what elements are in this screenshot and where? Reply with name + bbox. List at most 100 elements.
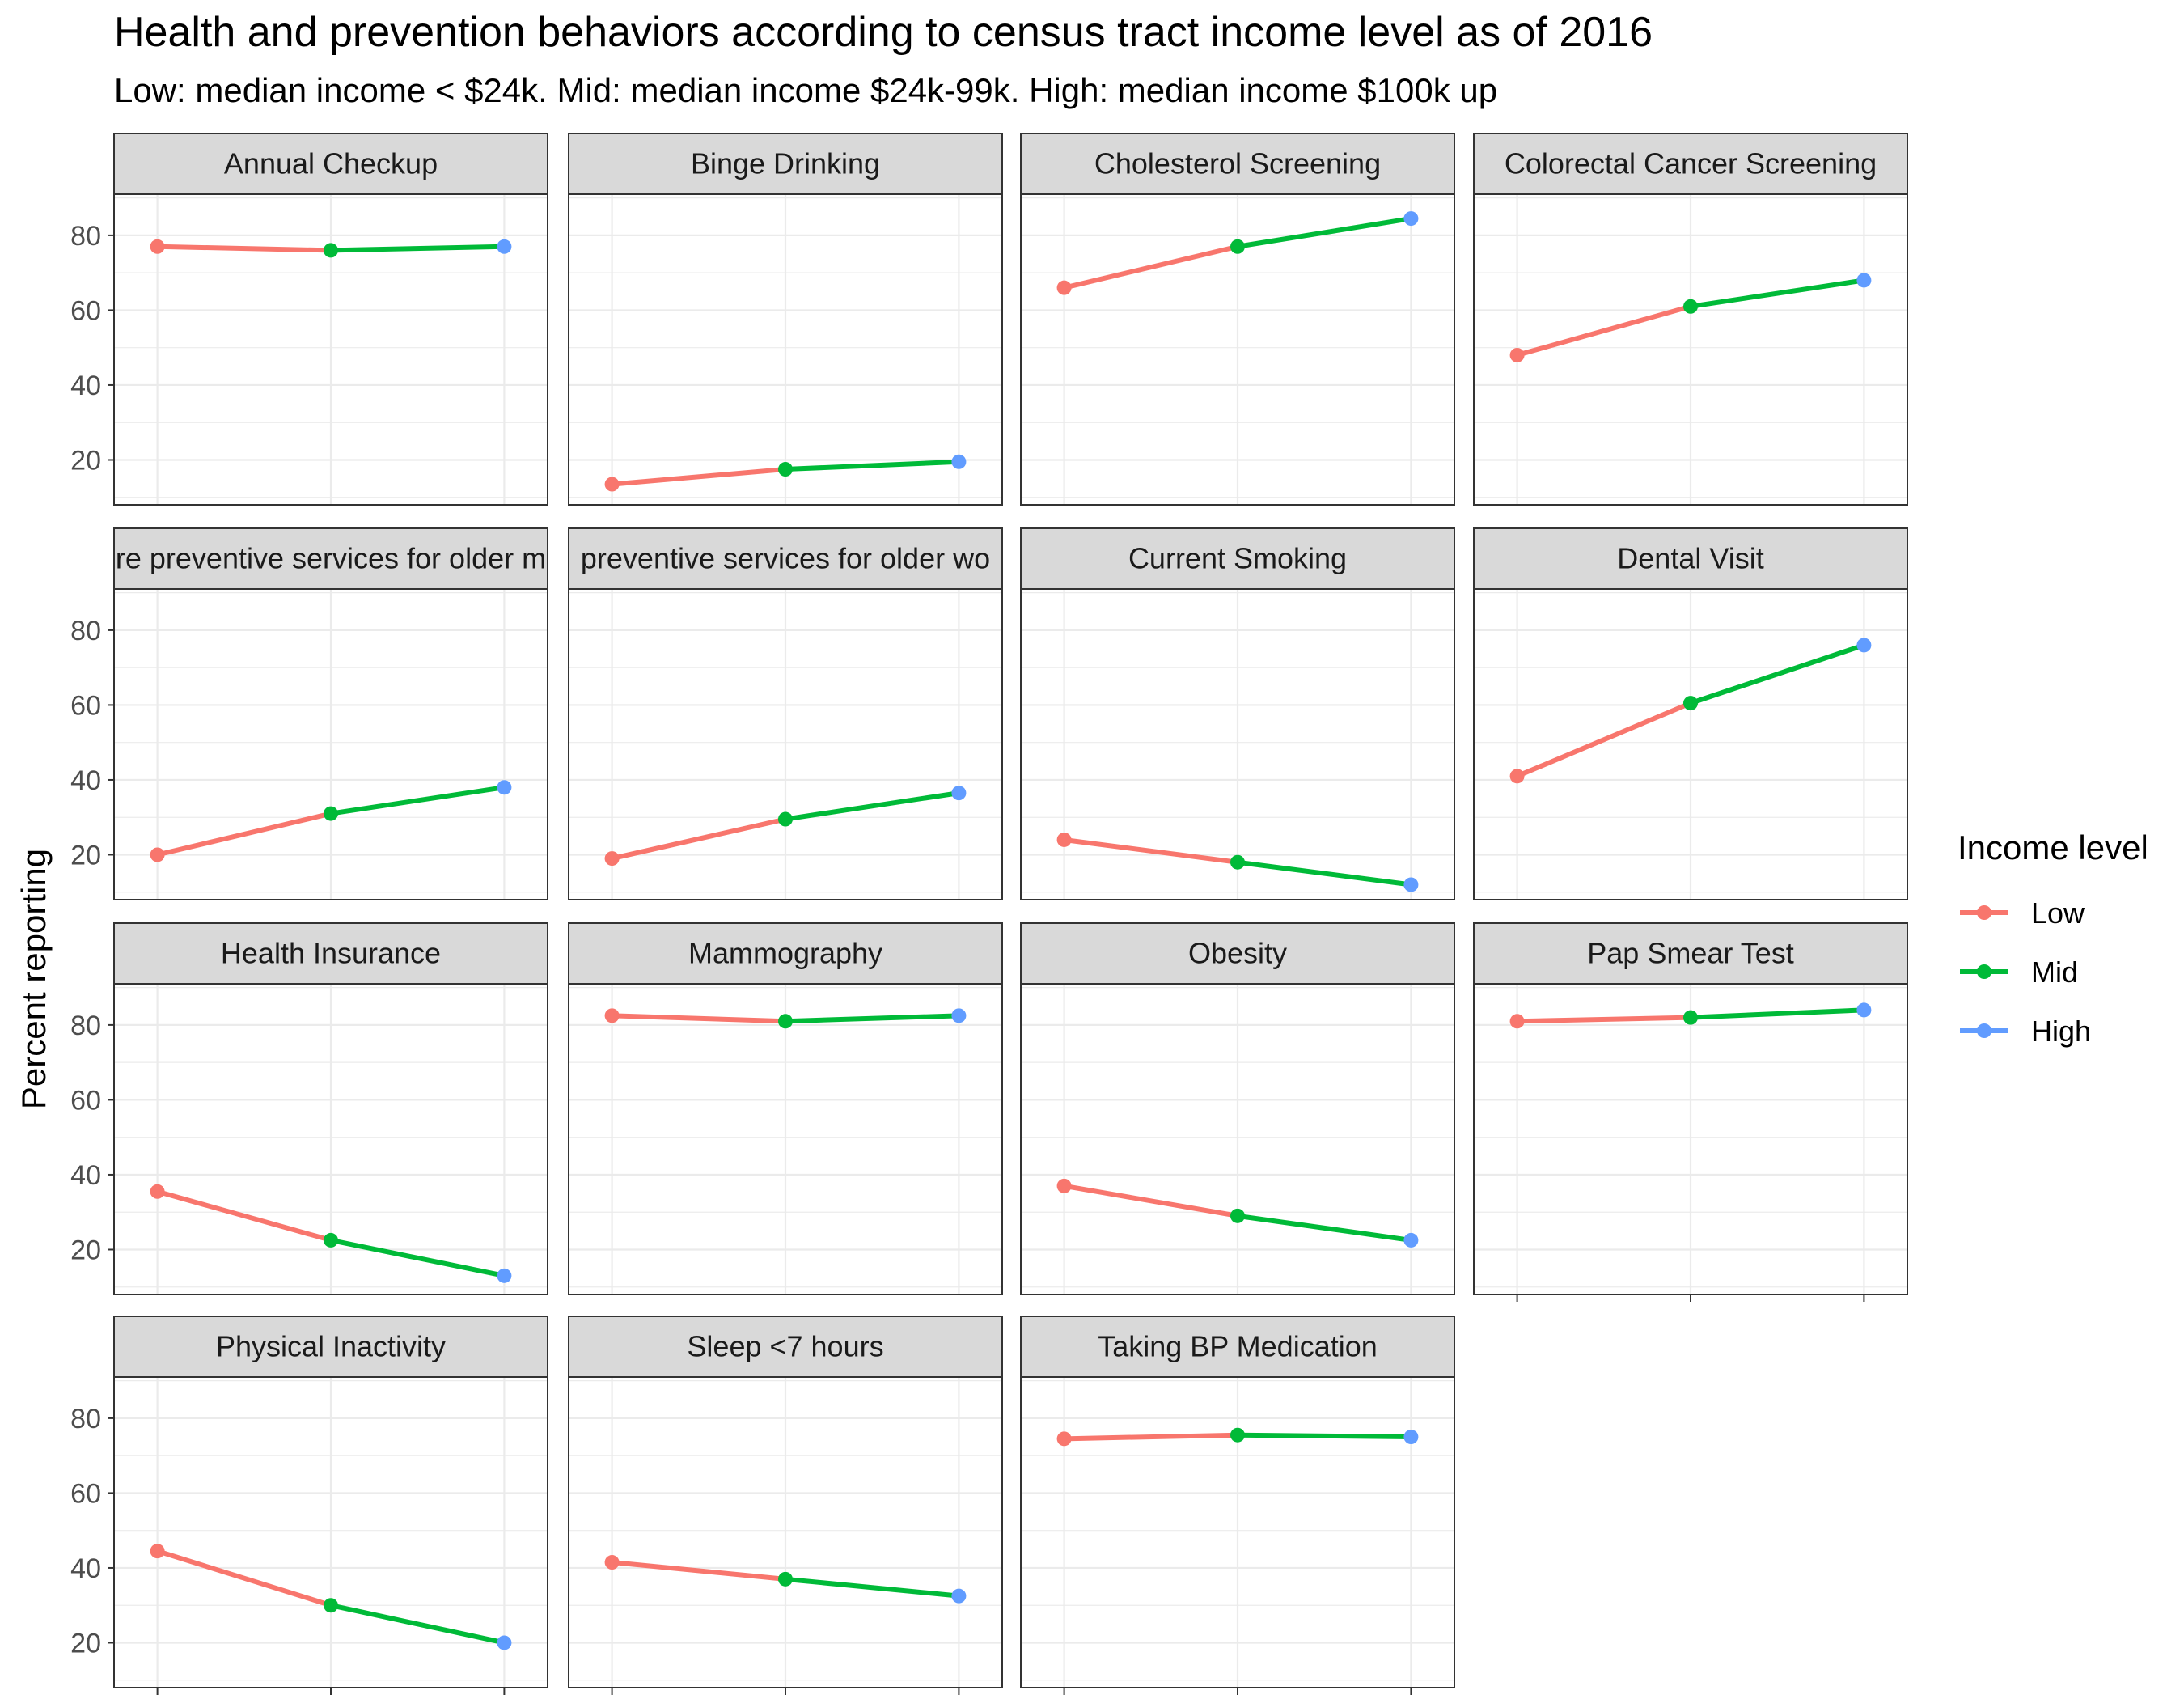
data-point-mid (324, 806, 338, 821)
facet-strip-label: Obesity (1188, 937, 1287, 970)
facet-strip-label: Mammography (688, 937, 882, 970)
series-line-segment-mid (785, 790, 959, 822)
facet-strip (1020, 922, 1455, 985)
series-line-segment-mid (1690, 642, 1865, 705)
facet-strip-label: Taking BP Medication (1098, 1330, 1378, 1363)
series-line-segment-mid (785, 459, 959, 472)
data-point-high (951, 786, 967, 801)
data-point-high (1856, 638, 1872, 653)
data-point-mid (1683, 1010, 1698, 1025)
facet-panel: Obesity (1020, 922, 1455, 1295)
facet-strip (1020, 527, 1455, 590)
facet-panel: Annual Checkup (113, 133, 548, 506)
y-tick-label: 80 (70, 1404, 101, 1434)
data-point-low (150, 239, 165, 254)
y-tick-label: 80 (70, 221, 101, 252)
data-point-high (1403, 1430, 1419, 1445)
facet-strip (113, 1316, 548, 1378)
facet-strip (568, 1316, 1003, 1378)
panel-grid (114, 1377, 548, 1688)
series-line-segment-mid (1237, 216, 1412, 249)
data-point-high (1856, 1002, 1872, 1018)
series-line-segment-low (157, 244, 332, 253)
y-tick-label: 40 (70, 765, 101, 796)
series-line-segment-low (156, 1549, 332, 1608)
facet-strip (568, 133, 1003, 195)
facet-strip (1020, 1316, 1455, 1378)
data-point-mid (324, 1232, 338, 1248)
legend-key-point (1977, 1023, 1991, 1038)
data-point-mid (778, 1014, 793, 1029)
facet-panel: Mammography (568, 922, 1003, 1295)
data-point-low (1509, 769, 1525, 784)
data-point-mid (1230, 239, 1245, 254)
panel-grid (569, 984, 1002, 1294)
series-line-segment-mid (330, 1603, 506, 1646)
y-tick-label: 20 (70, 1628, 101, 1659)
data-point-low (1056, 1431, 1072, 1447)
facet-strip (568, 527, 1003, 590)
series-line-segment-low (1516, 303, 1691, 358)
panels-layer: Annual Checkup Binge Drinking Cholesterol … (113, 133, 1908, 1688)
data-point-mid (1230, 1208, 1245, 1223)
facet-strip-label: Current Smoking (1128, 542, 1347, 575)
facet-strip (1473, 527, 1908, 590)
data-point-low (150, 1184, 165, 1199)
series-line-segment-low (612, 1560, 786, 1582)
data-point-high (951, 454, 967, 469)
legend-key-point (1977, 905, 1991, 920)
data-point-low (1509, 347, 1525, 362)
facet-strip (113, 527, 548, 590)
panel-grid (1021, 984, 1454, 1294)
y-axis-label: Percent reporting (15, 849, 53, 1109)
series-line-segment-mid (785, 1013, 959, 1024)
series-line-segment-mid (330, 1237, 506, 1278)
facet-strip-label: Dental Visit (1617, 542, 1763, 575)
data-point-mid (1683, 696, 1698, 711)
facet-panel: Sleep <7 hours (568, 1316, 1003, 1688)
series-line-segment-low (1516, 701, 1692, 779)
facet-strip-label: Health Insurance (221, 937, 441, 970)
facet-strip-label: Pap Smear Test (1587, 937, 1793, 970)
series-line-segment-low (612, 467, 786, 487)
data-point-high (1403, 877, 1419, 892)
data-point-low (1056, 832, 1072, 847)
data-point-high (1403, 1232, 1419, 1248)
legend-label: High (2031, 1015, 2091, 1048)
facet-panel: Dental Visit (1473, 527, 1908, 900)
data-point-mid (778, 1571, 793, 1587)
legend-item-low: Low (1960, 896, 2085, 930)
facet-strip-label: preventive services for older wo (581, 542, 990, 575)
series-line-segment-mid (330, 244, 505, 253)
y-tick-label: 20 (70, 1235, 101, 1265)
data-point-high (1403, 211, 1419, 227)
series-line-segment-low (611, 816, 786, 862)
facet-panel: Binge Drinking (568, 133, 1003, 506)
data-point-low (150, 847, 165, 862)
data-point-mid (778, 811, 793, 827)
series-line-segment-mid (1237, 1432, 1412, 1440)
facet-strip-label: Physical Inactivity (216, 1330, 446, 1363)
data-point-mid (324, 1598, 338, 1613)
series-line-segment-low (1517, 1015, 1691, 1024)
chart-subtitle: Low: median income < $24k. Mid: median i… (114, 71, 1498, 109)
facet-strip (1473, 133, 1908, 195)
facet-strip (1473, 922, 1908, 985)
data-point-mid (1230, 1427, 1245, 1443)
panel-grid (1474, 984, 1907, 1294)
data-point-low (604, 1008, 620, 1023)
facet-panel: preventive services for older wo (568, 527, 1003, 900)
panel-grid (1021, 1377, 1454, 1688)
series-line-segment-low (612, 1013, 786, 1024)
panel-grid (569, 589, 1002, 900)
facet-strip-label: Binge Drinking (691, 147, 880, 180)
facet-panel: Physical Inactivity (113, 1316, 548, 1688)
axes-layer: 20 40 60 80 20 40 60 80 20 40 60 80 20 40 60 80 (70, 221, 1865, 1695)
facet-strip-label: Sleep <7 hours (687, 1330, 883, 1363)
series-line-segment-mid (1237, 1213, 1412, 1243)
y-tick-label: 60 (70, 295, 101, 326)
y-tick-label: 60 (70, 1085, 101, 1116)
data-point-high (951, 1588, 967, 1604)
facet-panel: Health Insurance (113, 922, 548, 1295)
